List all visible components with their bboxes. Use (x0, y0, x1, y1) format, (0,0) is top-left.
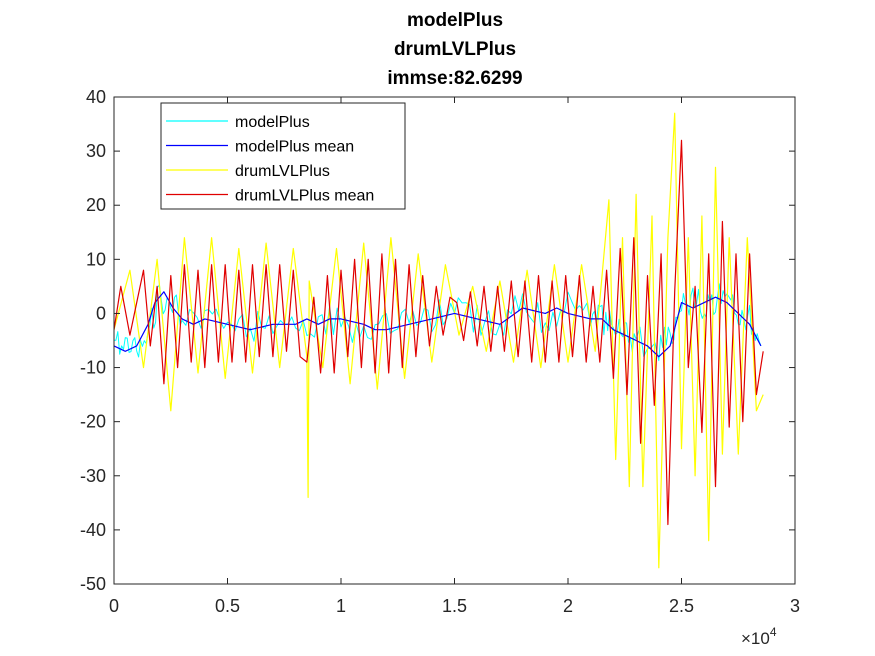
y-tick-label: 0 (96, 303, 106, 323)
y-axis-ticks: -50 -40 -30 -20 -10 0 10 20 30 40 (80, 87, 795, 594)
y-tick-label: -30 (80, 466, 106, 486)
series-layer (114, 112, 764, 569)
y-tick-label: 30 (86, 141, 106, 161)
legend-label-3: drumLVLPlus mean (235, 188, 374, 205)
legend-label-2: drumLVLPlus (235, 163, 330, 180)
y-tick-label: -10 (80, 358, 106, 378)
x-exponent-base: ×10 (741, 629, 770, 648)
legend-label-1: modelPlus mean (235, 139, 354, 156)
chart-title-line-2: drumLVLPlus (394, 39, 516, 60)
y-tick-label: 10 (86, 249, 106, 269)
y-tick-label: -50 (80, 574, 106, 594)
y-tick-label: -40 (80, 520, 106, 540)
x-tick-label: 1.5 (442, 596, 467, 616)
legend: modelPlus modelPlus mean drumLVLPlus drumLV… (160, 102, 406, 210)
chart-title-line-3: immse:82.6299 (387, 68, 522, 89)
y-tick-label: 20 (86, 195, 106, 215)
y-tick-label: -20 (80, 412, 106, 432)
x-tick-label: 2.5 (669, 596, 694, 616)
series-line-1 (114, 291, 762, 358)
x-tick-label: 3 (790, 596, 800, 616)
x-axis-ticks: 0 0.5 1 1.5 2 2.5 3 (109, 97, 800, 616)
series-line-3 (114, 139, 764, 526)
x-tick-label: 0.5 (215, 596, 240, 616)
x-tick-label: 1 (336, 596, 346, 616)
x-tick-label: 2 (563, 596, 573, 616)
chart-title-line-1: modelPlus (407, 10, 503, 31)
x-tick-label: 0 (109, 596, 119, 616)
y-tick-label: 40 (86, 87, 106, 107)
x-exponent-power: 4 (770, 625, 777, 639)
legend-label-0: modelPlus (235, 114, 310, 131)
series-line-2 (114, 112, 764, 569)
x-exponent-label: ×104 (741, 625, 777, 648)
